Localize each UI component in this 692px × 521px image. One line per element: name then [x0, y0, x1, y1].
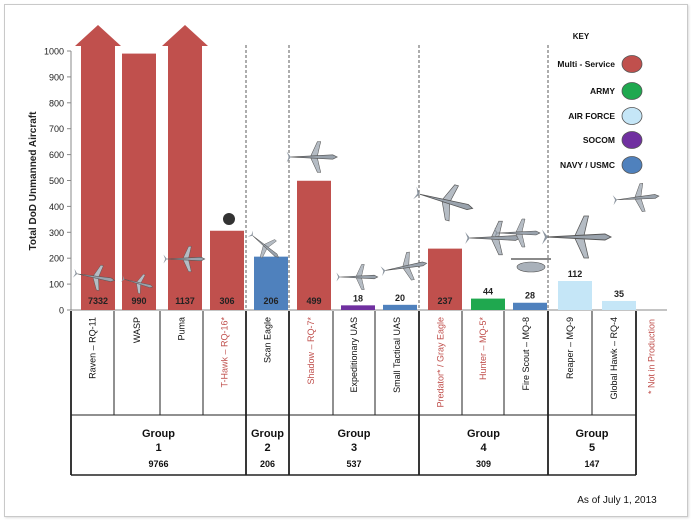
group-total: 206: [260, 459, 275, 469]
legend-title: KEY: [573, 32, 590, 41]
category-label: Scan Eagle: [263, 317, 273, 363]
bar: [81, 45, 115, 310]
bar: [428, 248, 462, 310]
bar: [513, 302, 547, 310]
raven-drone-icon: [72, 264, 116, 291]
y-tick-label: 300: [49, 228, 64, 238]
overflow-arrow-icon: [162, 25, 208, 46]
bar: [471, 298, 505, 310]
legend-swatch-icon: [621, 131, 643, 149]
group-number: 1: [155, 442, 161, 454]
bar-value-label: 7332: [88, 296, 108, 306]
bar-value-label: 499: [306, 296, 321, 306]
bar-value-label: 1137: [175, 296, 195, 306]
bar: [254, 256, 288, 310]
category-label: Hunter – MQ-5*: [478, 317, 488, 381]
category-label: WASP: [132, 317, 142, 343]
group-total: 309: [476, 459, 491, 469]
legend-label: AIR FORCE: [568, 111, 615, 121]
category-label: Global Hawk – RQ-4: [609, 317, 619, 400]
group-total: 147: [584, 459, 599, 469]
bar-value-label: 206: [263, 296, 278, 306]
legend-swatch-icon: [621, 156, 643, 174]
legend-label: NAVY / USMC: [560, 160, 615, 170]
predator-drone-icon: [413, 184, 474, 222]
global-hawk-drone-icon: [612, 183, 660, 212]
bar: [558, 280, 592, 310]
chart-canvas: Total DoD Unmanned Aircraft 0 100 200 300 400…: [28, 25, 667, 506]
bar: [383, 304, 417, 310]
legend-label: SOCOM: [583, 135, 615, 145]
puma-drone-icon: [163, 246, 206, 272]
group-number: 2: [264, 442, 270, 454]
bar-value-label: 35: [614, 289, 624, 299]
category-label: Fire Scout – MQ-8: [521, 317, 531, 391]
category-label: Puma: [177, 317, 187, 341]
bar: [297, 180, 331, 310]
shadow-drone-icon: [286, 141, 338, 173]
group-number: 4: [480, 442, 487, 454]
as-of-date: As of July 1, 2013: [577, 495, 657, 506]
y-tick-label: 800: [49, 98, 64, 108]
category-label: Small Tactical UAS: [392, 317, 402, 393]
hunter-drone-icon: [494, 218, 541, 248]
footnote-not-in-production: * Not in Production: [647, 319, 657, 394]
gray-eagle-drone-icon: [465, 220, 522, 256]
overflow-arrow-icon: [75, 25, 121, 46]
category-label: T-Hawk – RQ-16*: [220, 317, 230, 388]
group-total: 537: [346, 459, 361, 469]
reaper-drone-icon: [542, 215, 613, 259]
category-label: Raven – RQ-11: [88, 317, 98, 379]
group-label: Group: [576, 428, 609, 440]
group-number: 3: [351, 442, 357, 454]
legend-swatch-icon: [621, 82, 643, 100]
bar: [168, 45, 202, 310]
y-tick-label: 100: [49, 280, 64, 290]
group-label: Group: [142, 428, 175, 440]
scan-eagle-drone-icon: [247, 230, 279, 259]
y-tick-label: 200: [49, 254, 64, 264]
bar-value-label: 18: [353, 293, 363, 303]
bar-value-label: 44: [483, 287, 493, 297]
y-tick-label: 900: [49, 72, 64, 82]
t-hawk-icon: [223, 213, 235, 225]
category-label: Shadow – RQ-7*: [306, 317, 316, 385]
expeditionary-drone-icon: [336, 264, 379, 290]
bar-value-label: 237: [437, 296, 452, 306]
category-label: Predator* / Gray Eagle: [436, 317, 446, 408]
bar: [341, 305, 375, 310]
legend-swatch-icon: [621, 107, 643, 125]
group-label: Group: [467, 428, 500, 440]
y-tick-label: 400: [49, 202, 64, 212]
y-tick-label: 700: [49, 124, 64, 134]
bar: [122, 53, 156, 311]
bar-value-label: 990: [131, 296, 146, 306]
group-total: 9766: [148, 459, 168, 469]
bar-value-label: 28: [525, 291, 535, 301]
bar-value-label: 20: [395, 293, 405, 303]
group-number: 5: [589, 442, 595, 454]
y-tick-label: 600: [49, 150, 64, 160]
bar-value-label: 306: [219, 296, 234, 306]
category-label: Reaper – MQ-9: [565, 317, 575, 379]
wasp-drone-icon: [120, 274, 154, 294]
legend-label: Multi - Service: [557, 59, 615, 69]
small-tactical-drone-icon: [380, 251, 428, 281]
legend-label: ARMY: [590, 86, 615, 96]
group-label: Group: [251, 428, 284, 440]
group-label: Group: [338, 428, 371, 440]
chart-frame: Total DoD Unmanned Aircraft 0 100 200 300 400…: [4, 4, 688, 517]
y-tick-label: 0: [59, 306, 64, 316]
y-tick-label: 500: [49, 176, 64, 186]
legend-swatch-icon: [621, 55, 643, 73]
bar: [210, 230, 244, 310]
y-axis-title: Total DoD Unmanned Aircraft: [28, 111, 39, 251]
y-tick-label: 1000: [44, 47, 64, 57]
bar-value-label: 112: [568, 269, 583, 279]
bar: [602, 300, 636, 310]
fire-scout-helicopter-icon: [516, 261, 546, 273]
category-label: Expeditionary UAS: [349, 317, 359, 393]
